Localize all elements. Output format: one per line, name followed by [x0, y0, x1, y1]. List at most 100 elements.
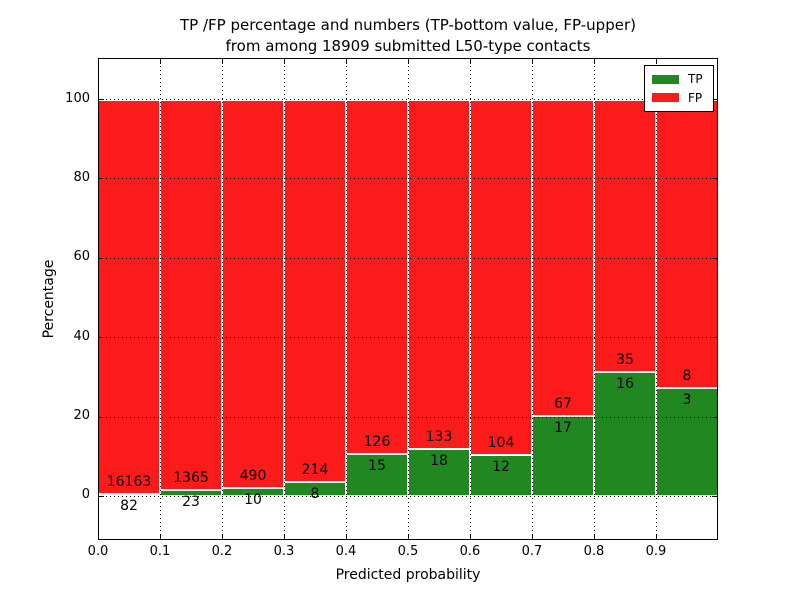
chart-title-line1: TP /FP percentage and numbers (TP-bottom…	[180, 16, 636, 34]
x-tick-label: 0.7	[521, 544, 543, 559]
fp-count-label: 1365	[173, 469, 209, 486]
tp-count-label: 16	[616, 375, 634, 392]
fp-bar-segment	[346, 99, 408, 455]
fp-count-label: 490	[239, 468, 267, 485]
fp-bar-segment	[656, 99, 718, 389]
chart-title-line2: from among 18909 submitted L50-type cont…	[225, 37, 591, 55]
y-axis-tick	[712, 495, 718, 497]
y-tick-label: 40	[73, 328, 90, 344]
x-axis-tick	[345, 58, 347, 64]
y-tick-label: 0	[81, 487, 90, 503]
fp-count-label: 8	[682, 368, 692, 385]
y-tick-label: 20	[73, 408, 90, 424]
x-axis-tick	[97, 534, 99, 540]
v-gridline	[407, 58, 409, 540]
tp-legend-label: TP	[688, 72, 703, 87]
x-tick-label: 0.1	[149, 544, 171, 559]
x-tick-label: 0.9	[645, 544, 667, 559]
fp-count-label: 133	[425, 429, 453, 446]
fp-legend-label: FP	[688, 90, 703, 105]
v-gridline	[159, 58, 161, 540]
legend-item-fp: FP	[645, 91, 713, 105]
fp-bar-segment	[284, 99, 346, 483]
legend-item-tp: TP	[645, 72, 713, 86]
x-axis-tick	[469, 58, 471, 64]
y-axis-tick	[712, 99, 718, 101]
x-tick-label: 0.6	[459, 544, 481, 559]
tp-legend-swatch	[652, 74, 679, 84]
x-tick-label: 0.8	[583, 544, 605, 559]
tp-count-label: 18	[430, 453, 448, 470]
x-tick-label: 0.3	[273, 544, 295, 559]
y-axis-tick	[98, 99, 104, 101]
tp-count-label: 12	[492, 459, 510, 476]
v-gridline	[469, 58, 471, 540]
y-axis-label: Percentage	[41, 259, 57, 339]
x-axis-tick	[531, 58, 533, 64]
x-axis-tick	[531, 534, 533, 540]
fp-count-label: 67	[554, 396, 572, 413]
y-axis-tick	[712, 178, 718, 180]
x-axis-tick	[159, 58, 161, 64]
fp-count-label: 16163	[106, 474, 152, 491]
x-axis-tick	[593, 534, 595, 540]
x-tick-label: 0.5	[397, 544, 419, 559]
tp-count-label: 23	[182, 493, 200, 510]
y-axis-tick	[712, 257, 718, 259]
x-tick-label: 0.2	[211, 544, 233, 559]
tp-count-label: 3	[682, 392, 692, 409]
v-gridline	[593, 58, 595, 540]
chart-title: TP /FP percentage and numbers (TP-bottom…	[90, 15, 726, 57]
fp-legend-swatch	[652, 93, 679, 103]
y-tick-label: 100	[65, 90, 90, 106]
y-axis-tick	[98, 337, 104, 339]
x-axis-tick	[221, 58, 223, 64]
y-axis-tick	[712, 337, 718, 339]
fp-bar-segment	[470, 99, 532, 456]
fp-count-label: 214	[301, 462, 329, 479]
plot-area: TP FP 16163 82 1365 23 490 10 214 8 126 15 133 18 10…	[65, 58, 718, 559]
x-axis-tick	[593, 58, 595, 64]
fp-bar-segment	[408, 99, 470, 450]
v-gridline	[655, 58, 657, 540]
tp-bar-segment	[408, 449, 470, 497]
fp-count-label: 126	[363, 434, 391, 451]
y-tick-label: 80	[73, 169, 90, 185]
x-axis-tick	[655, 58, 657, 64]
x-tick-label: 0.4	[335, 544, 357, 559]
x-axis-tick	[221, 534, 223, 540]
x-axis-label: Predicted probability	[335, 567, 481, 583]
fp-count-label: 104	[487, 435, 515, 452]
tp-count-label: 17	[554, 420, 572, 437]
x-axis-tick	[407, 534, 409, 540]
x-axis-tick	[283, 534, 285, 540]
fp-count-label: 35	[616, 351, 634, 368]
fp-bar-segment	[98, 99, 160, 495]
y-axis-tick	[98, 178, 104, 180]
x-tick-label: 0.0	[87, 544, 109, 559]
v-gridline	[221, 58, 223, 540]
y-axis-tick	[98, 416, 104, 418]
tp-count-label: 82	[120, 498, 138, 515]
fp-bar-segment	[594, 99, 656, 372]
v-gridline	[283, 58, 285, 540]
fp-bar-segment	[222, 99, 284, 489]
v-gridline	[345, 58, 347, 540]
x-axis-tick	[655, 534, 657, 540]
v-gridline	[531, 58, 533, 540]
y-axis-tick	[98, 257, 104, 259]
y-axis-tick	[712, 416, 718, 418]
tp-count-label: 15	[368, 458, 386, 475]
tp-count-label: 10	[244, 492, 262, 509]
x-axis-tick	[407, 58, 409, 64]
legend: TP FP	[644, 65, 714, 112]
fp-bar-segment	[160, 99, 222, 490]
y-axis-tick	[98, 495, 104, 497]
tp-count-label: 8	[310, 486, 320, 503]
x-axis-tick	[159, 534, 161, 540]
x-axis-tick	[469, 534, 471, 540]
x-axis-tick	[97, 58, 99, 64]
x-axis-tick	[345, 534, 347, 540]
x-axis-tick	[283, 58, 285, 64]
